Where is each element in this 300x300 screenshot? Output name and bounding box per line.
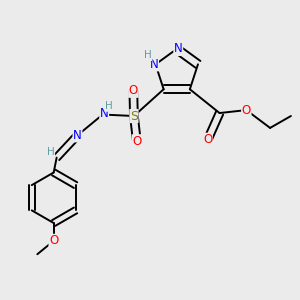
Text: H: H <box>47 147 55 157</box>
Text: O: O <box>132 135 142 148</box>
Text: O: O <box>242 103 251 117</box>
Text: S: S <box>130 110 138 122</box>
Text: O: O <box>129 84 138 97</box>
Text: N: N <box>100 106 109 119</box>
Text: N: N <box>150 58 158 71</box>
Text: N: N <box>174 42 183 56</box>
Text: N: N <box>73 129 82 142</box>
Text: H: H <box>144 50 152 60</box>
Text: H: H <box>105 101 113 111</box>
Text: O: O <box>49 234 58 248</box>
Text: O: O <box>203 133 212 146</box>
